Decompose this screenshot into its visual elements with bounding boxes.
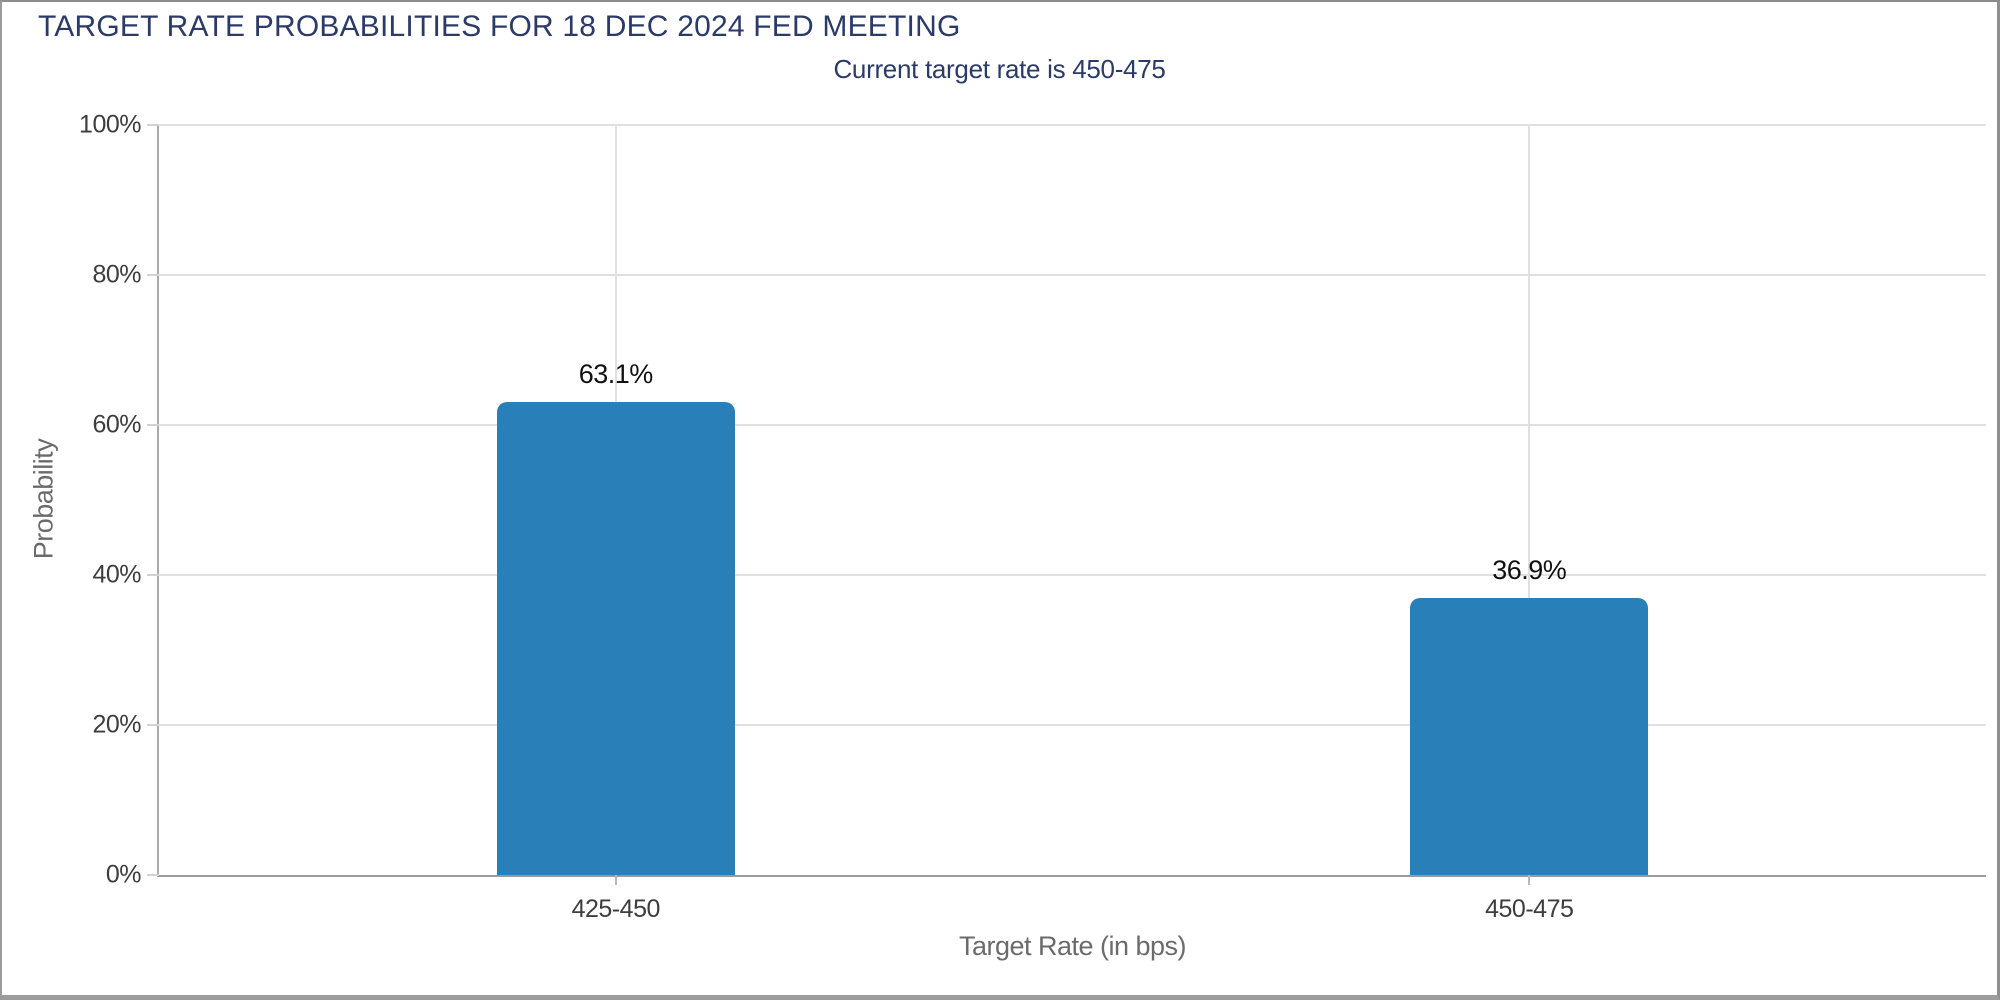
x-tick-label: 425-450 bbox=[571, 895, 661, 923]
y-axis-tick bbox=[147, 124, 159, 126]
chart-title: TARGET RATE PROBABILITIES FOR 18 DEC 202… bbox=[38, 10, 961, 43]
bar bbox=[496, 401, 735, 875]
y-tick-label: 80% bbox=[92, 260, 141, 289]
y-axis-tick bbox=[147, 274, 159, 276]
y-tick-label: 40% bbox=[92, 560, 141, 589]
chart-subtitle: Current target rate is 450-475 bbox=[833, 54, 1166, 84]
y-tick-label: 20% bbox=[92, 710, 141, 739]
bar-value-label: 63.1% bbox=[578, 358, 654, 389]
y-axis-tick bbox=[147, 424, 159, 426]
y-tick-label: 60% bbox=[92, 410, 141, 439]
bar bbox=[1410, 598, 1649, 875]
y-axis-tick bbox=[147, 574, 159, 576]
v-gridline bbox=[1528, 125, 1531, 875]
plot-area: Target Rate (in bps) 0% 20% 40% 60% 80% 100% 6… bbox=[79, 111, 1986, 961]
y-axis-tick bbox=[147, 874, 159, 876]
x-axis-tick bbox=[614, 875, 617, 885]
bar-value-label: 36.9% bbox=[1492, 555, 1567, 586]
h-gridline bbox=[159, 274, 1986, 276]
x-axis-tick bbox=[1528, 875, 1531, 885]
y-axis-tick bbox=[147, 724, 159, 726]
y-tick-label: 0% bbox=[105, 860, 142, 889]
h-gridline bbox=[159, 724, 1986, 726]
h-gridline bbox=[159, 124, 1986, 126]
x-axis-title: Target Rate (in bps) bbox=[958, 931, 1187, 961]
y-axis-title: Probability bbox=[28, 438, 59, 560]
x-tick-label: 450-475 bbox=[1485, 895, 1574, 923]
y-tick-label: 100% bbox=[79, 110, 141, 139]
h-gridline bbox=[159, 574, 1986, 576]
h-gridline bbox=[159, 424, 1986, 426]
